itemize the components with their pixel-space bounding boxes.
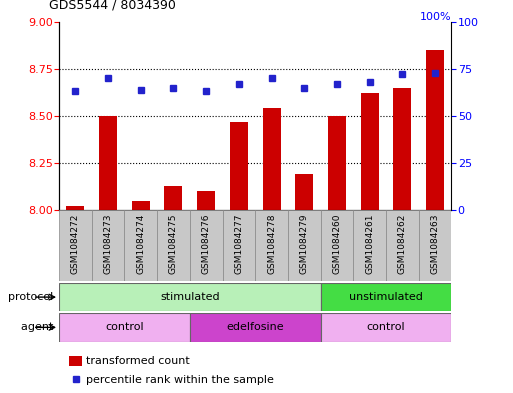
Text: GSM1084276: GSM1084276 bbox=[202, 214, 211, 274]
Text: GSM1084275: GSM1084275 bbox=[169, 214, 178, 274]
Bar bbox=[223, 210, 255, 281]
Text: GSM1084261: GSM1084261 bbox=[365, 214, 374, 274]
Text: agent: agent bbox=[21, 322, 56, 332]
Bar bbox=[230, 121, 248, 210]
Bar bbox=[190, 313, 321, 342]
Text: control: control bbox=[105, 322, 144, 332]
Text: GSM1084273: GSM1084273 bbox=[104, 214, 112, 274]
Bar bbox=[190, 210, 223, 281]
Bar bbox=[361, 93, 379, 210]
Bar bbox=[157, 210, 190, 281]
Text: percentile rank within the sample: percentile rank within the sample bbox=[86, 375, 273, 386]
Bar bbox=[393, 88, 411, 210]
Text: protocol: protocol bbox=[8, 292, 56, 302]
Bar bbox=[321, 210, 353, 281]
Text: 100%: 100% bbox=[420, 12, 451, 22]
Bar bbox=[263, 108, 281, 210]
Text: edelfosine: edelfosine bbox=[226, 322, 284, 332]
Text: GSM1084279: GSM1084279 bbox=[300, 214, 309, 274]
Text: GSM1084262: GSM1084262 bbox=[398, 214, 407, 274]
Text: stimulated: stimulated bbox=[160, 292, 220, 302]
Bar bbox=[132, 201, 150, 210]
Text: GSM1084274: GSM1084274 bbox=[136, 214, 145, 274]
Text: unstimulated: unstimulated bbox=[349, 292, 423, 302]
Text: GSM1084260: GSM1084260 bbox=[332, 214, 342, 274]
Bar bbox=[59, 210, 92, 281]
Bar bbox=[426, 50, 444, 210]
Bar bbox=[353, 210, 386, 281]
Bar bbox=[288, 210, 321, 281]
Bar bbox=[92, 210, 125, 281]
Bar bbox=[295, 174, 313, 210]
Bar bbox=[99, 116, 117, 210]
Bar bbox=[386, 210, 419, 281]
Bar bbox=[66, 206, 84, 210]
Text: GSM1084272: GSM1084272 bbox=[71, 214, 80, 274]
Text: GSM1084278: GSM1084278 bbox=[267, 214, 276, 274]
Bar bbox=[419, 210, 451, 281]
Bar bbox=[165, 186, 183, 210]
Bar bbox=[197, 191, 215, 210]
Text: transformed count: transformed count bbox=[86, 356, 189, 366]
Text: control: control bbox=[367, 322, 405, 332]
Bar bbox=[321, 283, 451, 311]
Text: GSM1084277: GSM1084277 bbox=[234, 214, 243, 274]
Bar bbox=[59, 283, 321, 311]
Bar bbox=[328, 116, 346, 210]
Bar bbox=[255, 210, 288, 281]
Text: GSM1084263: GSM1084263 bbox=[430, 214, 440, 274]
Bar bbox=[321, 313, 451, 342]
Bar bbox=[59, 313, 190, 342]
Text: GDS5544 / 8034390: GDS5544 / 8034390 bbox=[49, 0, 175, 12]
Bar bbox=[124, 210, 157, 281]
